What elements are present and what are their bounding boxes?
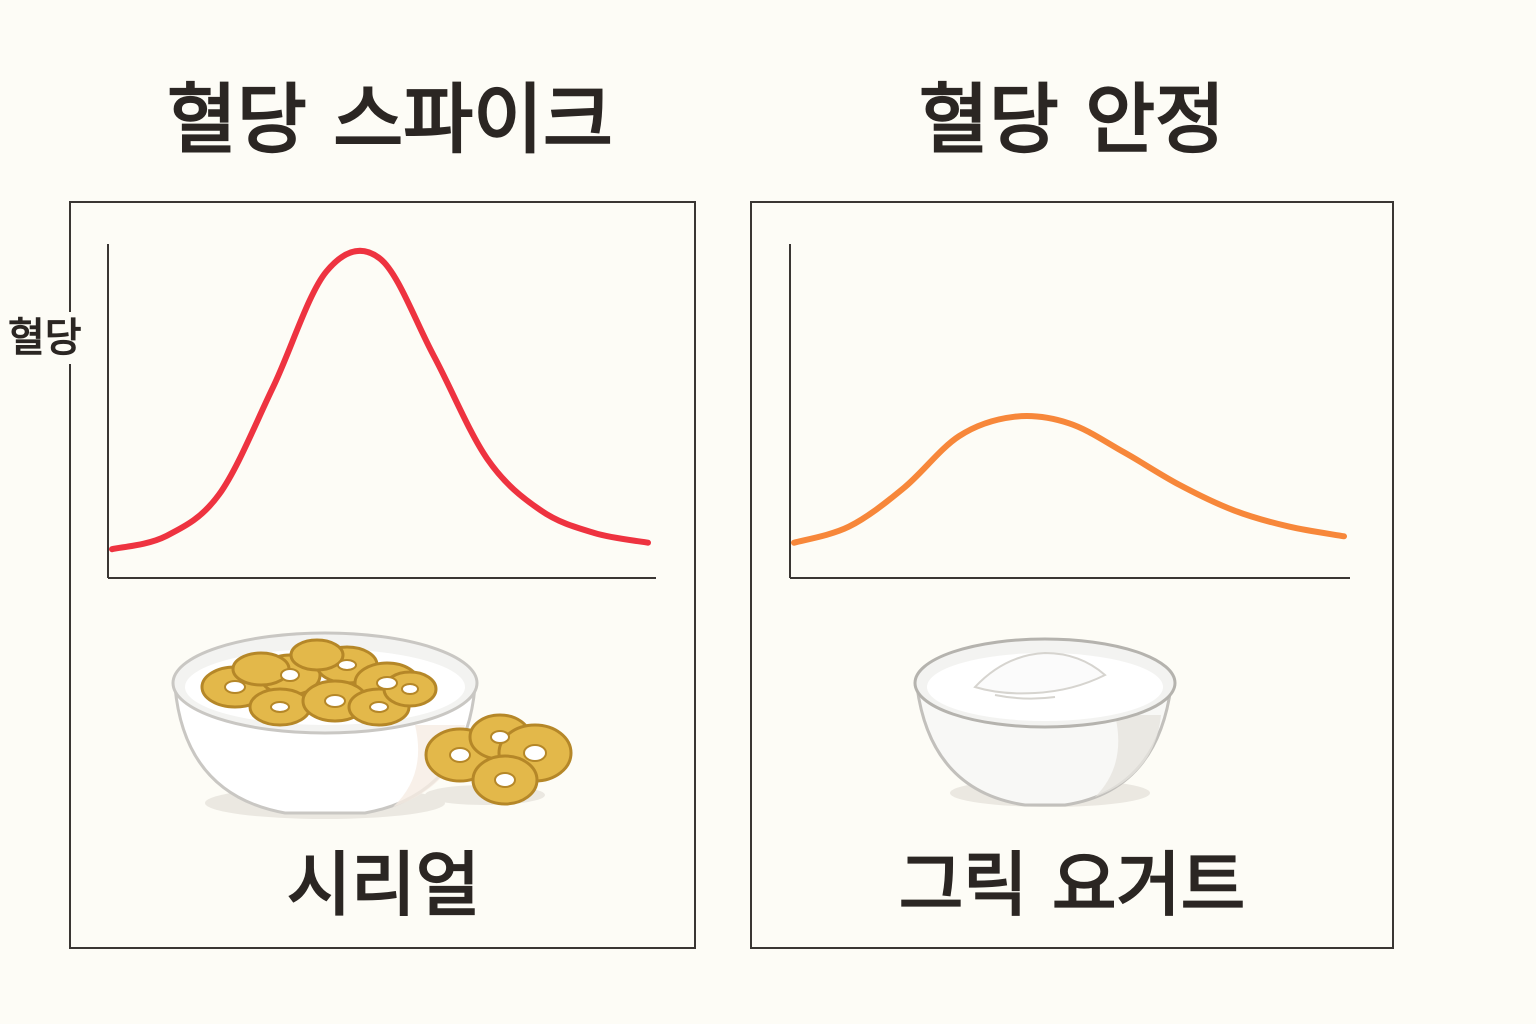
y-axis-label: 혈당 — [6, 312, 84, 364]
food-label-right: 그릭 요거트 — [898, 844, 1246, 926]
chart-left — [107, 244, 656, 579]
food-label-left: 시리얼 — [286, 844, 481, 926]
panel-right — [750, 201, 1394, 949]
cereal-bowl-icon — [171, 631, 573, 819]
series-line — [791, 413, 1347, 546]
chart-right — [789, 244, 1350, 579]
panel-left — [69, 201, 696, 949]
series-line — [109, 247, 651, 553]
chart-title-right: 혈당 안정 — [918, 75, 1226, 164]
chart-title-left: 혈당 스파이크 — [167, 75, 613, 164]
yogurt-bowl-icon — [913, 637, 1177, 807]
